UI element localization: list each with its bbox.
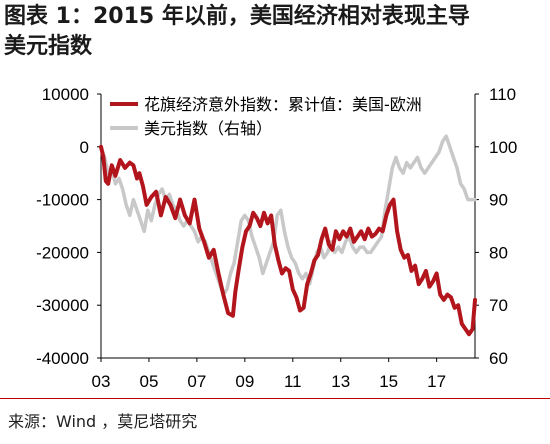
x-tick-label: 03 — [92, 372, 111, 391]
left-y-tick-label: -30000 — [36, 296, 89, 315]
source-divider — [0, 398, 550, 399]
x-tick-label: 09 — [235, 372, 254, 391]
series-line-citi-surprise — [99, 144, 477, 337]
left-y-tick-label: -10000 — [36, 191, 89, 210]
right-y-axis-ticks: 110 100 90 80 70 60 — [475, 85, 517, 368]
x-tick-label: 13 — [331, 372, 350, 391]
series-line-dollar-index — [99, 134, 477, 297]
x-tick-label: 07 — [187, 372, 206, 391]
x-tick-label: 05 — [139, 372, 158, 391]
right-y-tick-label: 70 — [489, 296, 508, 315]
left-y-tick-label: 0 — [80, 138, 89, 157]
legend-label: 美元指数（右轴） — [144, 119, 272, 138]
x-axis-ticks: 03 05 07 09 11 13 15 17 — [92, 358, 446, 391]
left-y-tick-label: 10000 — [42, 85, 89, 104]
left-y-tick-label: -40000 — [36, 349, 89, 368]
left-y-tick-label: -20000 — [36, 243, 89, 262]
figure-title-line2: 美元指数 — [4, 34, 93, 59]
dual-axis-line-chart: 10000 0 -10000 -20000 -30000 -40000 110 100 90 8… — [36, 85, 517, 391]
source-note: 来源：Wind ，莫尼塔研究 — [8, 412, 198, 431]
legend-label: 花旗经济意外指数：累计值：美国-欧洲 — [144, 95, 422, 114]
x-tick-label: 17 — [427, 372, 446, 391]
right-y-tick-label: 110 — [489, 85, 516, 104]
right-y-tick-label: 90 — [489, 191, 508, 210]
right-y-tick-label: 60 — [489, 349, 508, 368]
figure-title-line1: 图表 1：2015 年以前，美国经济相对表现主导 — [4, 4, 470, 29]
left-y-axis-ticks: 10000 0 -10000 -20000 -30000 -40000 — [36, 85, 101, 368]
right-y-tick-label: 100 — [489, 138, 517, 157]
figure-title: 图表 1：2015 年以前，美国经济相对表现主导 美元指数 — [4, 2, 544, 62]
series-lines — [99, 134, 477, 337]
x-tick-label: 11 — [284, 372, 302, 391]
x-tick-label: 15 — [379, 372, 398, 391]
right-y-tick-label: 80 — [489, 243, 508, 262]
